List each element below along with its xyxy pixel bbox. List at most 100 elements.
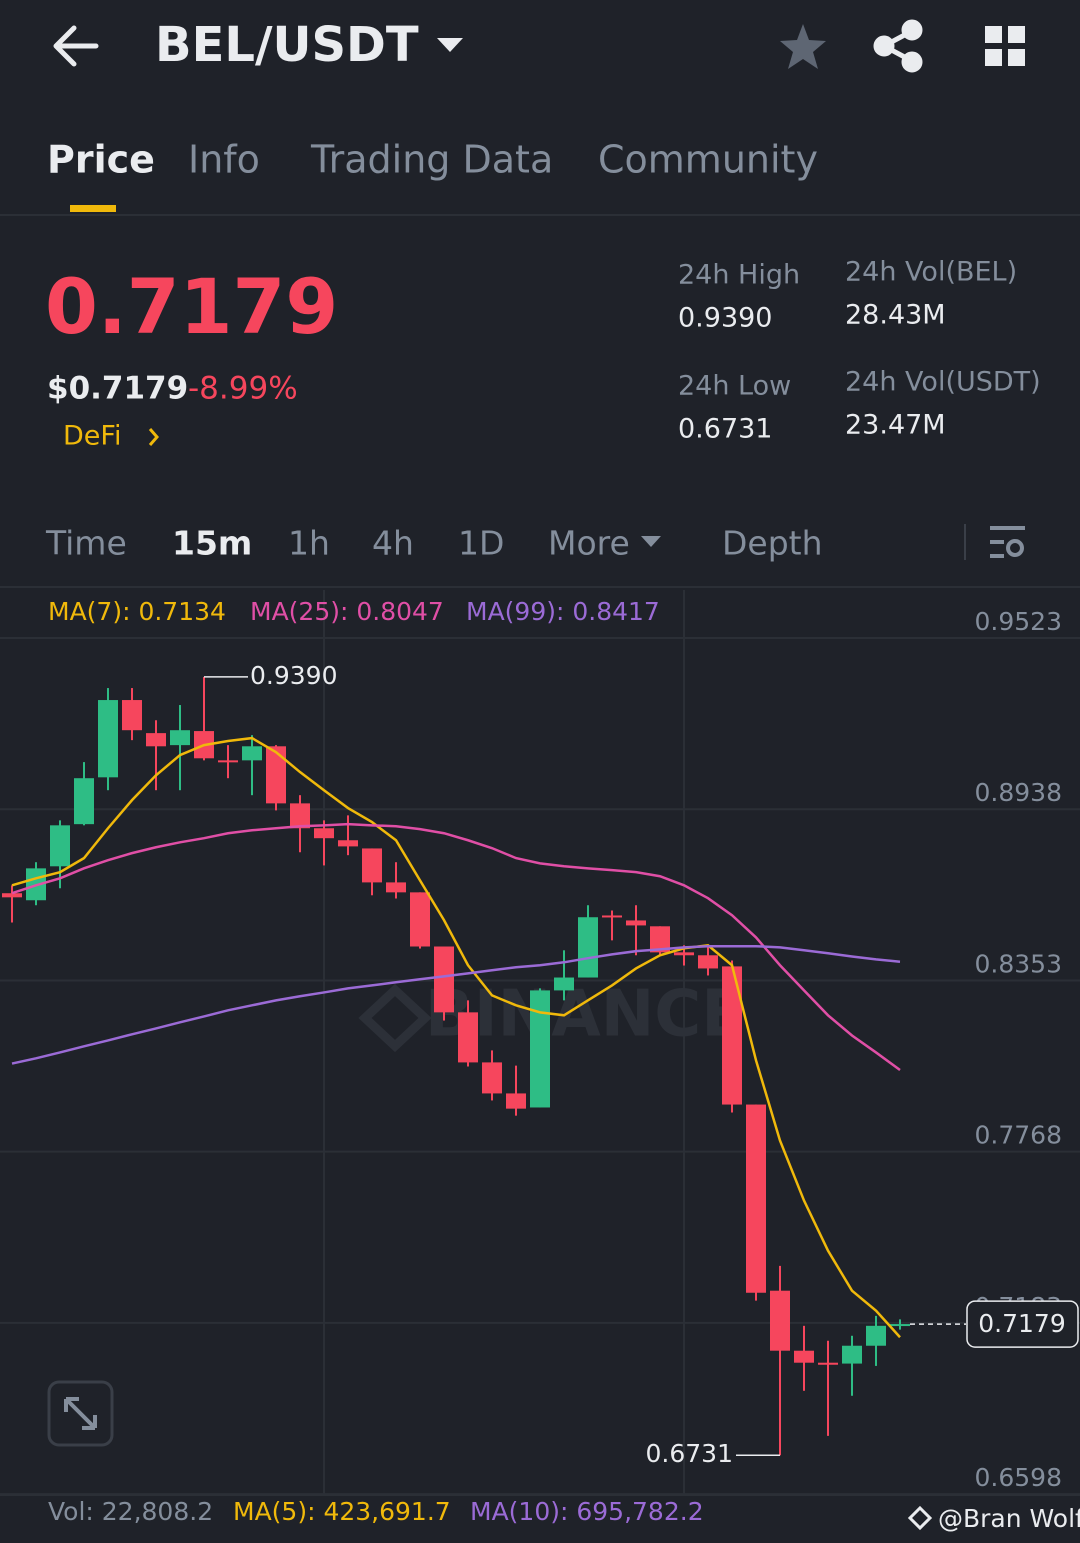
y-tick-label: 0.7768 bbox=[975, 1121, 1062, 1150]
candle-body bbox=[626, 920, 646, 926]
last-price-box bbox=[966, 1300, 1079, 1348]
candle-body bbox=[362, 848, 382, 883]
last-price: 0.7179 bbox=[45, 262, 338, 351]
tag-chevron bbox=[148, 428, 159, 446]
ma-line bbox=[11, 736, 901, 1339]
candle-body bbox=[794, 1350, 814, 1363]
candle-body bbox=[50, 825, 70, 867]
candle-body bbox=[410, 892, 430, 947]
stat-value: 0.9390 bbox=[678, 303, 772, 334]
expand-button[interactable] bbox=[47, 1380, 114, 1447]
watermark: BINANCE bbox=[425, 978, 745, 1052]
share-dot bbox=[873, 35, 895, 57]
candle-body bbox=[458, 1012, 478, 1063]
share-dot bbox=[901, 51, 923, 73]
candle-body bbox=[218, 760, 238, 763]
last-price-label: 0.7179 bbox=[978, 1309, 1065, 1338]
y-tick-label: 0.8353 bbox=[975, 949, 1062, 978]
volume-legend: MA(5): 423,691.7 bbox=[233, 1497, 451, 1526]
pair-title[interactable]: BEL/USDT bbox=[155, 17, 419, 73]
grid-cell bbox=[1008, 49, 1025, 66]
low-label: 0.6731 bbox=[646, 1439, 733, 1468]
share-icon[interactable] bbox=[873, 19, 923, 73]
price-change: -8.99% bbox=[188, 371, 298, 407]
high-label: 0.9390 bbox=[250, 661, 337, 690]
grid-cell bbox=[985, 49, 1002, 66]
tab[interactable]: Trading Data bbox=[310, 138, 553, 182]
grid-icon[interactable] bbox=[985, 26, 1025, 66]
share-dot bbox=[901, 19, 923, 41]
interval[interactable]: 1D bbox=[458, 524, 504, 563]
tab[interactable]: Info bbox=[188, 138, 260, 182]
expand-icon bbox=[64, 1397, 97, 1430]
candle-body bbox=[266, 746, 286, 804]
candle-body bbox=[386, 882, 406, 893]
ma-line bbox=[11, 944, 901, 1065]
tab[interactable]: Price bbox=[47, 138, 155, 182]
interval[interactable]: 1h bbox=[288, 524, 330, 563]
grid-cell bbox=[985, 26, 1002, 43]
candle-body bbox=[122, 700, 142, 731]
y-tick-label: 0.9523 bbox=[975, 607, 1062, 636]
back-button[interactable] bbox=[53, 25, 99, 67]
candle-body bbox=[554, 977, 574, 991]
candle-body bbox=[818, 1362, 838, 1365]
interval[interactable]: 15m bbox=[172, 524, 252, 563]
candle-body bbox=[722, 966, 742, 1105]
candle-body bbox=[290, 803, 310, 829]
y-tick-label: 0.8938 bbox=[975, 778, 1062, 807]
interval[interactable]: More bbox=[548, 524, 630, 563]
stat-label: 24h High bbox=[678, 260, 800, 291]
pair-dropdown[interactable] bbox=[437, 38, 463, 52]
icon-gear bbox=[1006, 539, 1024, 557]
credit: @Bran Wolf bbox=[938, 1504, 1080, 1533]
candle-body bbox=[698, 955, 718, 969]
settings-icon[interactable] bbox=[990, 526, 1025, 558]
stat-value: 23.47M bbox=[845, 410, 946, 441]
candle-body bbox=[866, 1325, 886, 1346]
interval[interactable]: Time bbox=[45, 524, 127, 563]
candle-body bbox=[146, 733, 166, 747]
stat-value: 28.43M bbox=[845, 300, 946, 331]
candle-body bbox=[530, 990, 550, 1108]
grid-cell bbox=[1008, 26, 1025, 43]
candle-body bbox=[314, 828, 334, 839]
candle-body bbox=[242, 746, 262, 761]
candle-body bbox=[890, 1324, 910, 1327]
candle-body bbox=[674, 952, 694, 956]
credit-logo bbox=[907, 1505, 933, 1531]
stat-value: 0.6731 bbox=[678, 414, 772, 445]
y-tick-label: 0.6598 bbox=[975, 1463, 1062, 1492]
candle-body bbox=[746, 1104, 766, 1293]
candle-body bbox=[2, 893, 22, 898]
candle-body bbox=[434, 946, 454, 1013]
legend-entry: MA(7): 0.7134 bbox=[48, 597, 226, 626]
legend-entry: MA(25): 0.8047 bbox=[250, 597, 444, 626]
category-tag[interactable]: DeFi bbox=[63, 421, 121, 452]
stat-label: 24h Vol(BEL) bbox=[845, 257, 1017, 288]
legend-entry: MA(99): 0.8417 bbox=[466, 597, 660, 626]
candle-body bbox=[578, 917, 598, 978]
back-arrow bbox=[53, 25, 99, 67]
favorite-icon[interactable] bbox=[780, 24, 826, 69]
volume-legend: Vol: 22,808.2 bbox=[48, 1497, 213, 1526]
volume-legend: MA(10): 695,782.2 bbox=[470, 1497, 704, 1526]
candle-body bbox=[602, 915, 622, 918]
candle-body bbox=[98, 700, 118, 778]
interval[interactable]: 4h bbox=[372, 524, 414, 563]
candle-body bbox=[842, 1345, 862, 1364]
candle-body bbox=[170, 730, 190, 746]
stat-label: 24h Low bbox=[678, 371, 791, 402]
candle-body bbox=[650, 926, 670, 953]
candle-body bbox=[74, 778, 94, 825]
candle-body bbox=[338, 840, 358, 847]
tab-indicator bbox=[70, 205, 116, 212]
candle-body bbox=[770, 1290, 790, 1351]
interval[interactable]: Depth bbox=[722, 524, 823, 563]
watermark-logo bbox=[358, 983, 432, 1053]
usd-price: $0.7179 bbox=[47, 371, 188, 407]
tab[interactable]: Community bbox=[598, 138, 818, 182]
candle-body bbox=[506, 1093, 526, 1109]
watermark-diamond bbox=[358, 983, 432, 1053]
